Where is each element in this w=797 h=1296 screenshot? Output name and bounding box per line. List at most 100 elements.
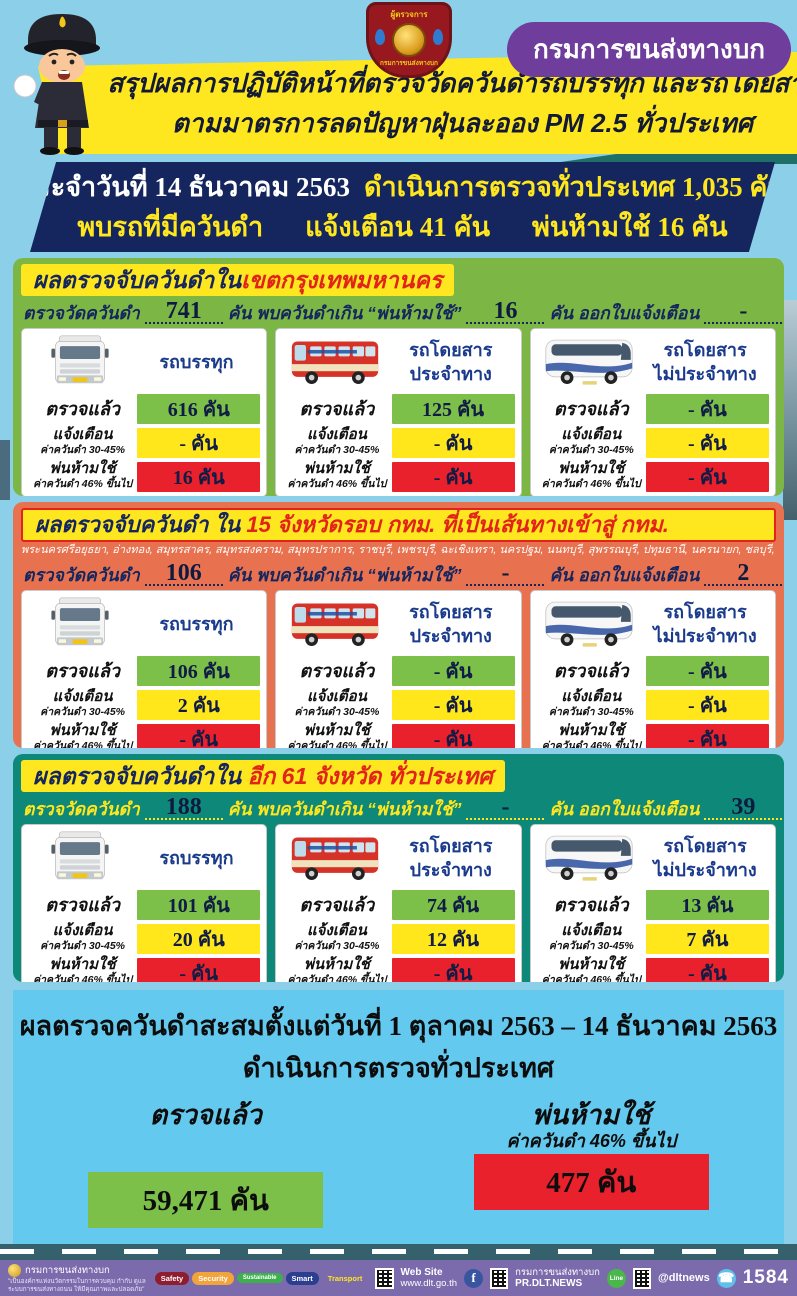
banned-label: พ่นห้ามใช้ ค่าควันดำ 46% ขึ้นไป xyxy=(33,460,133,490)
truck-stat-card: รถบรรทุก ตรวจแล้ว 616 คัน แจ้งเตือน ค่าควั… xyxy=(21,328,268,496)
cumulative-inspected-label: ตรวจแล้ว xyxy=(149,1100,262,1130)
qr-code-facebook xyxy=(490,1267,509,1289)
inspected-value: 616 คัน xyxy=(137,394,261,424)
coach-bus-stat-card: รถโดยสาร ไม่ประจำทาง ตรวจแล้ว 13 คัน แจ้งเ… xyxy=(529,824,776,982)
badge-flame-left-icon xyxy=(375,29,385,45)
coach-bus-icon xyxy=(537,335,642,389)
warned-value: 12 คัน xyxy=(391,923,515,954)
cumulative-banned-label: พ่นห้ามใช้ ค่าควันดำ 46% ขึ้นไป xyxy=(506,1100,676,1151)
warned-label: แจ้งเตือน ค่าควันดำ 30-45% xyxy=(548,426,634,456)
city-bus-stat-card: รถโดยสาร ประจำทาง ตรวจแล้ว 125 คัน แจ้งเตื… xyxy=(275,328,522,496)
background-photo-right xyxy=(783,300,797,520)
banned-value: - คัน xyxy=(391,957,515,982)
department-name-badge: กรมการขนส่งทางบก xyxy=(507,22,791,77)
warned-value: 20 คัน xyxy=(137,923,261,954)
facebook-info: กรมการขนส่งทางบก PR.DLT.NEWS xyxy=(515,1267,600,1289)
banned-label: พ่นห้ามใช้ ค่าควันดำ 46% ขึ้นไป xyxy=(541,722,641,748)
inspected-label: ตรวจแล้ว xyxy=(553,894,629,915)
banned-value: - คัน xyxy=(137,957,261,982)
warned-value: - คัน xyxy=(645,427,769,458)
qr-code-website xyxy=(375,1267,394,1289)
warned-label: แจ้งเตือน ค่าควันดำ 30-45% xyxy=(548,922,634,952)
warned-value: - คัน xyxy=(391,689,515,720)
police-mascot-icon xyxy=(2,6,122,158)
section-title: ผลตรวจจับควันดำในเขตกรุงเทพมหานคร xyxy=(21,264,455,296)
line-icon: Line xyxy=(606,1268,626,1288)
vehicle-type-label: รถบรรทุก xyxy=(159,848,234,868)
city-bus-icon xyxy=(282,597,387,651)
banned-label: พ่นห้ามใช้ ค่าควันดำ 46% ขึ้นไป xyxy=(287,956,387,982)
stat-checked: 741 xyxy=(144,298,223,324)
cumulative-subtitle: ดำเนินการตรวจทั่วประเทศ xyxy=(242,1053,555,1083)
website-info: Web Site www.dlt.go.th xyxy=(400,1267,458,1289)
facebook-icon: f xyxy=(464,1268,484,1288)
inspected-label: ตรวจแล้ว xyxy=(45,660,120,681)
stat-checked: 188 xyxy=(144,794,223,820)
section-title: ผลตรวจจับควันดำ ใน 15 จังหวัดรอบ กทม. ที… xyxy=(21,508,776,542)
daily-found: พบรถที่มีควันดำ xyxy=(77,212,264,242)
stat-over: - xyxy=(466,794,545,820)
badge-subtitle: กรมการขนส่งทางบก xyxy=(380,60,438,67)
city-bus-stat-card: รถโดยสาร ประจำทาง ตรวจแล้ว - คัน แจ้งเตือน… xyxy=(275,590,522,748)
banned-label: พ่นห้ามใช้ ค่าควันดำ 46% ขึ้นไป xyxy=(541,956,641,982)
inspected-value: 101 คัน xyxy=(137,890,261,920)
section-stats-line: ตรวจวัดควันดำ 106 คัน พบควันดำเกิน “พ่นห… xyxy=(21,558,783,590)
pill-sustainable: Sustainable xyxy=(236,1273,283,1283)
daily-banned: พ่นห้ามใช้ 16 คัน xyxy=(532,212,728,242)
background-photo-left xyxy=(0,440,10,500)
vehicle-type-label: รถบรรทุก xyxy=(159,614,234,634)
inspected-value: - คัน xyxy=(645,394,769,424)
warned-value: 7 คัน xyxy=(645,923,769,954)
truck-icon xyxy=(28,596,133,652)
stat-warned: 39 xyxy=(704,794,783,820)
daily-total: ดำเนินการตรวจทั่วประเทศ 1,035 คัน xyxy=(364,172,786,202)
banned-value: - คัน xyxy=(391,723,515,748)
inspected-value: 106 คัน xyxy=(137,656,261,686)
banned-value: - คัน xyxy=(645,957,769,982)
main-title-line2: ตามมาตรการลดปัญหาฝุ่นละออง PM 2.5 ทั่วปร… xyxy=(171,108,754,138)
badge-flame-right-icon xyxy=(433,29,443,45)
pill-security: Security xyxy=(192,1271,234,1285)
coach-bus-stat-card: รถโดยสาร ไม่ประจำทาง ตรวจแล้ว - คัน แจ้งเต… xyxy=(529,328,776,496)
banned-label: พ่นห้ามใช้ ค่าควันดำ 46% ขึ้นไป xyxy=(287,722,387,748)
warned-label: แจ้งเตือน ค่าควันดำ 30-45% xyxy=(294,426,380,456)
banned-label: พ่นห้ามใช้ ค่าควันดำ 46% ขึ้นไป xyxy=(541,460,641,490)
section-stats-line: ตรวจวัดควันดำ 188 คัน พบควันดำเกิน “พ่นห… xyxy=(21,792,783,824)
daily-summary-banner: ประจำวันที่ 14 ธันวาคม 2563 ดำเนินการตรว… xyxy=(30,162,775,252)
warned-label: แจ้งเตือน ค่าควันดำ 30-45% xyxy=(40,688,126,718)
city-bus-icon xyxy=(282,335,387,389)
stat-over: 16 xyxy=(466,298,545,324)
section-title: ผลตรวจจับควันดำใน อีก 61 จังหวัด ทั่วประ… xyxy=(21,760,505,792)
section-15-provinces: ผลตรวจจับควันดำ ใน 15 จังหวัดรอบ กทม. ที… xyxy=(13,502,784,748)
vehicle-type-label: รถโดยสาร ประจำทาง xyxy=(409,836,493,880)
header: สรุปผลการปฏิบัติหน้าที่ตรวจวัดควันดำรถบร… xyxy=(0,0,797,158)
vehicle-type-label: รถบรรทุก xyxy=(159,352,234,372)
inspected-value: - คัน xyxy=(391,656,515,686)
inspected-label: ตรวจแล้ว xyxy=(299,398,375,419)
stat-over: - xyxy=(466,560,545,586)
inspector-badge-icon: ผู้ตรวจการ กรมการขนส่งทางบก xyxy=(366,2,452,78)
banned-label: พ่นห้ามใช้ ค่าควันดำ 46% ขึ้นไป xyxy=(33,956,133,982)
qr-code-line xyxy=(632,1267,652,1289)
dlt-logo-icon xyxy=(8,1263,21,1277)
warned-value: - คัน xyxy=(391,427,515,458)
section-61-provinces: ผลตรวจจับควันดำใน อีก 61 จังหวัด ทั่วประ… xyxy=(13,754,784,982)
vehicle-type-label: รถโดยสาร ประจำทาง xyxy=(409,340,493,384)
vehicle-type-label: รถโดยสาร ไม่ประจำทาง xyxy=(653,602,757,646)
pill-transport: Transport xyxy=(327,1273,363,1283)
city-bus-icon xyxy=(282,831,387,885)
inspected-label: ตรวจแล้ว xyxy=(553,660,629,681)
warned-label: แจ้งเตือน ค่าควันดำ 30-45% xyxy=(40,922,126,952)
warned-label: แจ้งเตือน ค่าควันดำ 30-45% xyxy=(548,688,634,718)
vehicle-type-label: รถโดยสาร ประจำทาง xyxy=(409,602,493,646)
line-id: @dltnews xyxy=(658,1272,710,1284)
coach-bus-stat-card: รถโดยสาร ไม่ประจำทาง ตรวจแล้ว - คัน แจ้งเต… xyxy=(529,590,776,748)
stat-checked: 106 xyxy=(144,560,223,586)
city-bus-stat-card: รถโดยสาร ประจำทาง ตรวจแล้ว 74 คัน แจ้งเตือ… xyxy=(275,824,522,982)
cumulative-inspected-value: 59,471 คัน xyxy=(88,1172,324,1228)
stat-warned: - xyxy=(704,298,783,324)
banned-value: - คัน xyxy=(391,461,515,492)
cumulative-panel: ผลตรวจควันดำสะสมตั้งแต่วันที่ 1 ตุลาคม 2… xyxy=(13,990,784,1248)
daily-warned: แจ้งเตือน 41 คัน xyxy=(305,212,491,242)
warned-label: แจ้งเตือน ค่าควันดำ 30-45% xyxy=(294,688,380,718)
